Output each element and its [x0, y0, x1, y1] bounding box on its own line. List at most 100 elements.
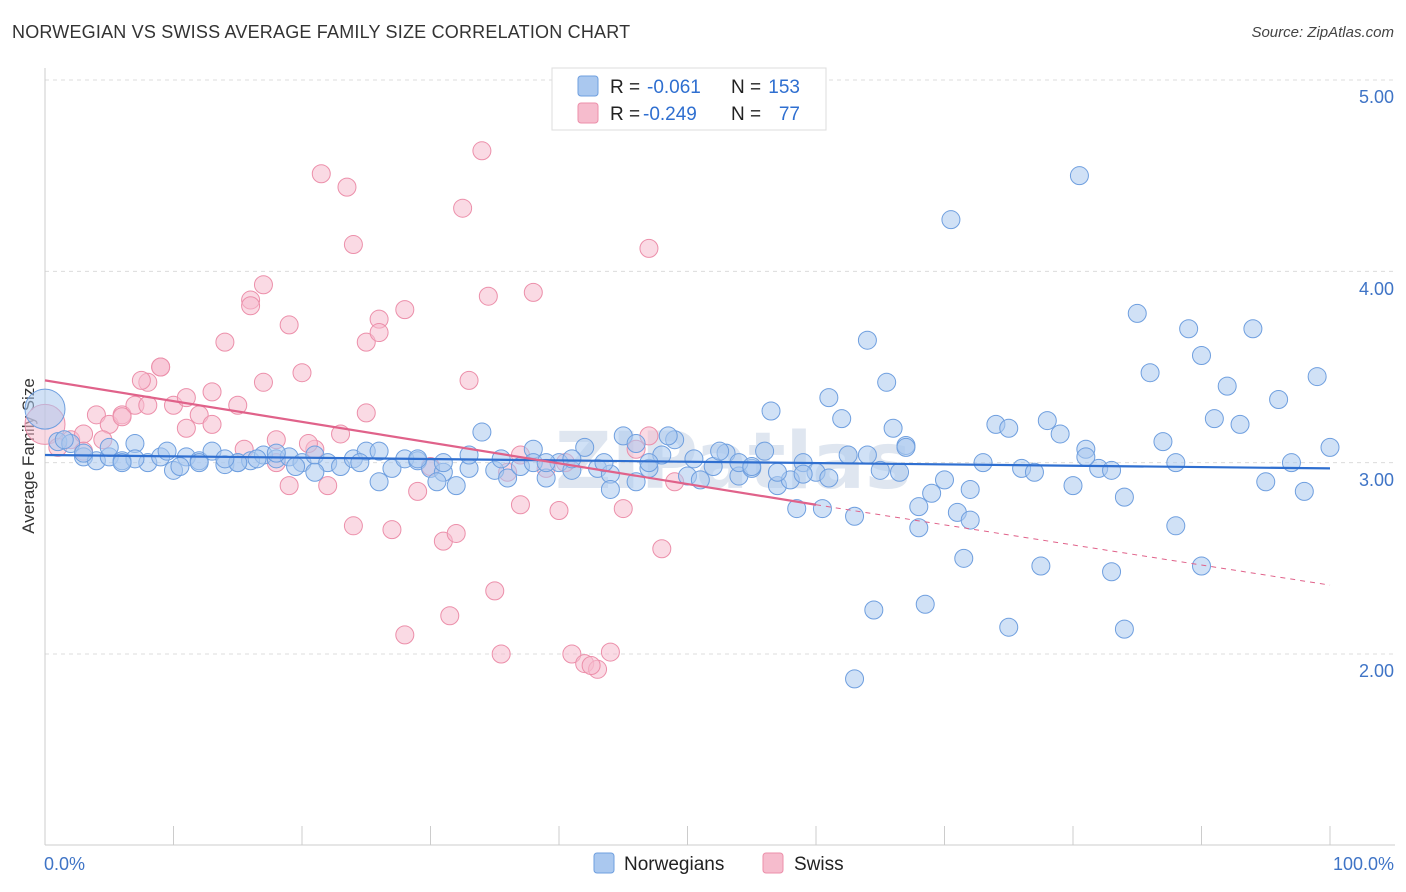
- swiss-point: [510, 495, 530, 515]
- legend-swatch-swiss-bottom: [762, 852, 784, 874]
- legend-n-value-1: 153: [768, 77, 800, 98]
- legend-swatch-norwegians-bottom: [593, 852, 615, 874]
- norwegian-point: [755, 441, 775, 461]
- norwegian-point: [350, 453, 370, 473]
- norwegian-point: [1256, 472, 1276, 492]
- swiss-point: [356, 403, 376, 423]
- swiss-point: [151, 357, 171, 377]
- norwegian-point: [819, 388, 839, 408]
- legend-swatch-norwegians: [577, 75, 599, 97]
- swiss-point: [202, 382, 222, 402]
- swiss-point: [652, 539, 672, 559]
- swiss-point: [549, 501, 569, 520]
- norwegian-point: [1063, 476, 1083, 496]
- norwegian-point: [189, 453, 209, 473]
- swiss-point: [485, 581, 505, 601]
- chart-title: NORWEGIAN VS SWISS AVERAGE FAMILY SIZE C…: [12, 22, 631, 42]
- norwegian-point: [1114, 619, 1134, 639]
- norwegian-point: [941, 210, 961, 230]
- legend-n-label-1: N =: [731, 77, 761, 98]
- norwegian-point: [1076, 447, 1096, 467]
- norwegian-point: [857, 330, 877, 350]
- swiss-point: [440, 606, 460, 626]
- norwegian-point: [24, 388, 66, 430]
- norwegian-point: [433, 453, 453, 473]
- norwegian-point: [1166, 453, 1186, 473]
- norwegian-point: [427, 472, 447, 492]
- y-tick-label-2: 2.00: [1359, 661, 1394, 681]
- swiss-point: [215, 332, 235, 352]
- norwegian-point: [1269, 390, 1289, 410]
- swiss-point: [453, 198, 473, 218]
- legend-r-label-1: R =: [610, 77, 640, 98]
- norwegian-point: [247, 449, 267, 469]
- norwegian-point: [472, 422, 492, 442]
- norwegian-point: [767, 462, 787, 482]
- norwegian-point: [1114, 487, 1134, 507]
- swiss-point: [86, 405, 106, 425]
- norwegian-point: [1192, 556, 1211, 576]
- norwegian-point: [864, 600, 884, 620]
- norwegian-point: [562, 449, 582, 469]
- norwegian-point: [761, 401, 781, 421]
- swiss-point: [292, 363, 312, 383]
- legend-label-swiss: Swiss: [794, 854, 844, 875]
- norwegian-point: [112, 453, 132, 473]
- legend-n-value-2: 77: [779, 104, 800, 125]
- swiss-point: [279, 476, 299, 496]
- swiss-point: [241, 296, 261, 316]
- norwegian-point: [286, 456, 306, 476]
- norwegian-point: [973, 453, 993, 473]
- norwegian-point: [170, 456, 190, 476]
- swiss-point: [446, 523, 466, 543]
- norwegian-point: [1230, 414, 1250, 434]
- norwegian-point: [1166, 516, 1186, 536]
- norwegian-point: [1320, 437, 1340, 457]
- legend-r-value-1: -0.061: [647, 77, 701, 98]
- norwegian-point: [1307, 367, 1327, 387]
- x-tick-label-max: 100.0%: [1333, 854, 1394, 874]
- norwegian-point: [857, 445, 877, 465]
- legend-r-label-2: R =: [610, 104, 640, 125]
- swiss-point: [112, 407, 132, 427]
- norwegian-point: [960, 479, 980, 499]
- swiss-point: [337, 177, 357, 197]
- swiss-point: [311, 164, 331, 184]
- norwegian-point: [498, 468, 518, 488]
- norwegian-point: [1192, 346, 1211, 366]
- norwegian-point: [1179, 319, 1199, 339]
- swiss-point: [369, 323, 389, 343]
- swiss-point: [639, 238, 659, 258]
- norwegian-point: [1050, 424, 1070, 444]
- norwegian-point: [870, 460, 890, 480]
- swiss-point: [562, 644, 582, 664]
- norwegian-point: [909, 497, 929, 517]
- swiss-point: [131, 370, 151, 390]
- swiss-point: [253, 372, 273, 392]
- correlation-legend: R = -0.061 N = 153 R = -0.249 N = 77: [551, 67, 827, 131]
- legend-swatch-swiss: [577, 102, 599, 124]
- y-tick-label-4: 4.00: [1359, 279, 1394, 299]
- norwegian-point: [658, 426, 678, 446]
- norwegian-point: [935, 470, 954, 490]
- norwegian-point: [1102, 460, 1122, 480]
- norwegian-point: [1069, 166, 1089, 186]
- norwegian-point: [787, 499, 807, 519]
- swiss-point: [472, 141, 492, 161]
- x-tick-label-min: 0.0%: [44, 854, 85, 874]
- swiss-series-points: [24, 141, 685, 679]
- norwegian-point: [446, 476, 466, 496]
- norwegian-point: [1024, 462, 1044, 482]
- norwegian-point: [1217, 376, 1237, 396]
- y-tick-label-5: 5.00: [1359, 87, 1394, 107]
- norwegian-point: [845, 669, 865, 689]
- legend-r-value-2: -0.249: [643, 104, 697, 125]
- swiss-trend-line: [44, 379, 817, 506]
- norwegian-point: [832, 409, 852, 429]
- norwegian-point: [1102, 562, 1122, 582]
- swiss-point: [318, 476, 338, 496]
- norwegian-point: [909, 518, 929, 538]
- norwegian-point: [999, 617, 1019, 637]
- swiss-point: [613, 499, 633, 519]
